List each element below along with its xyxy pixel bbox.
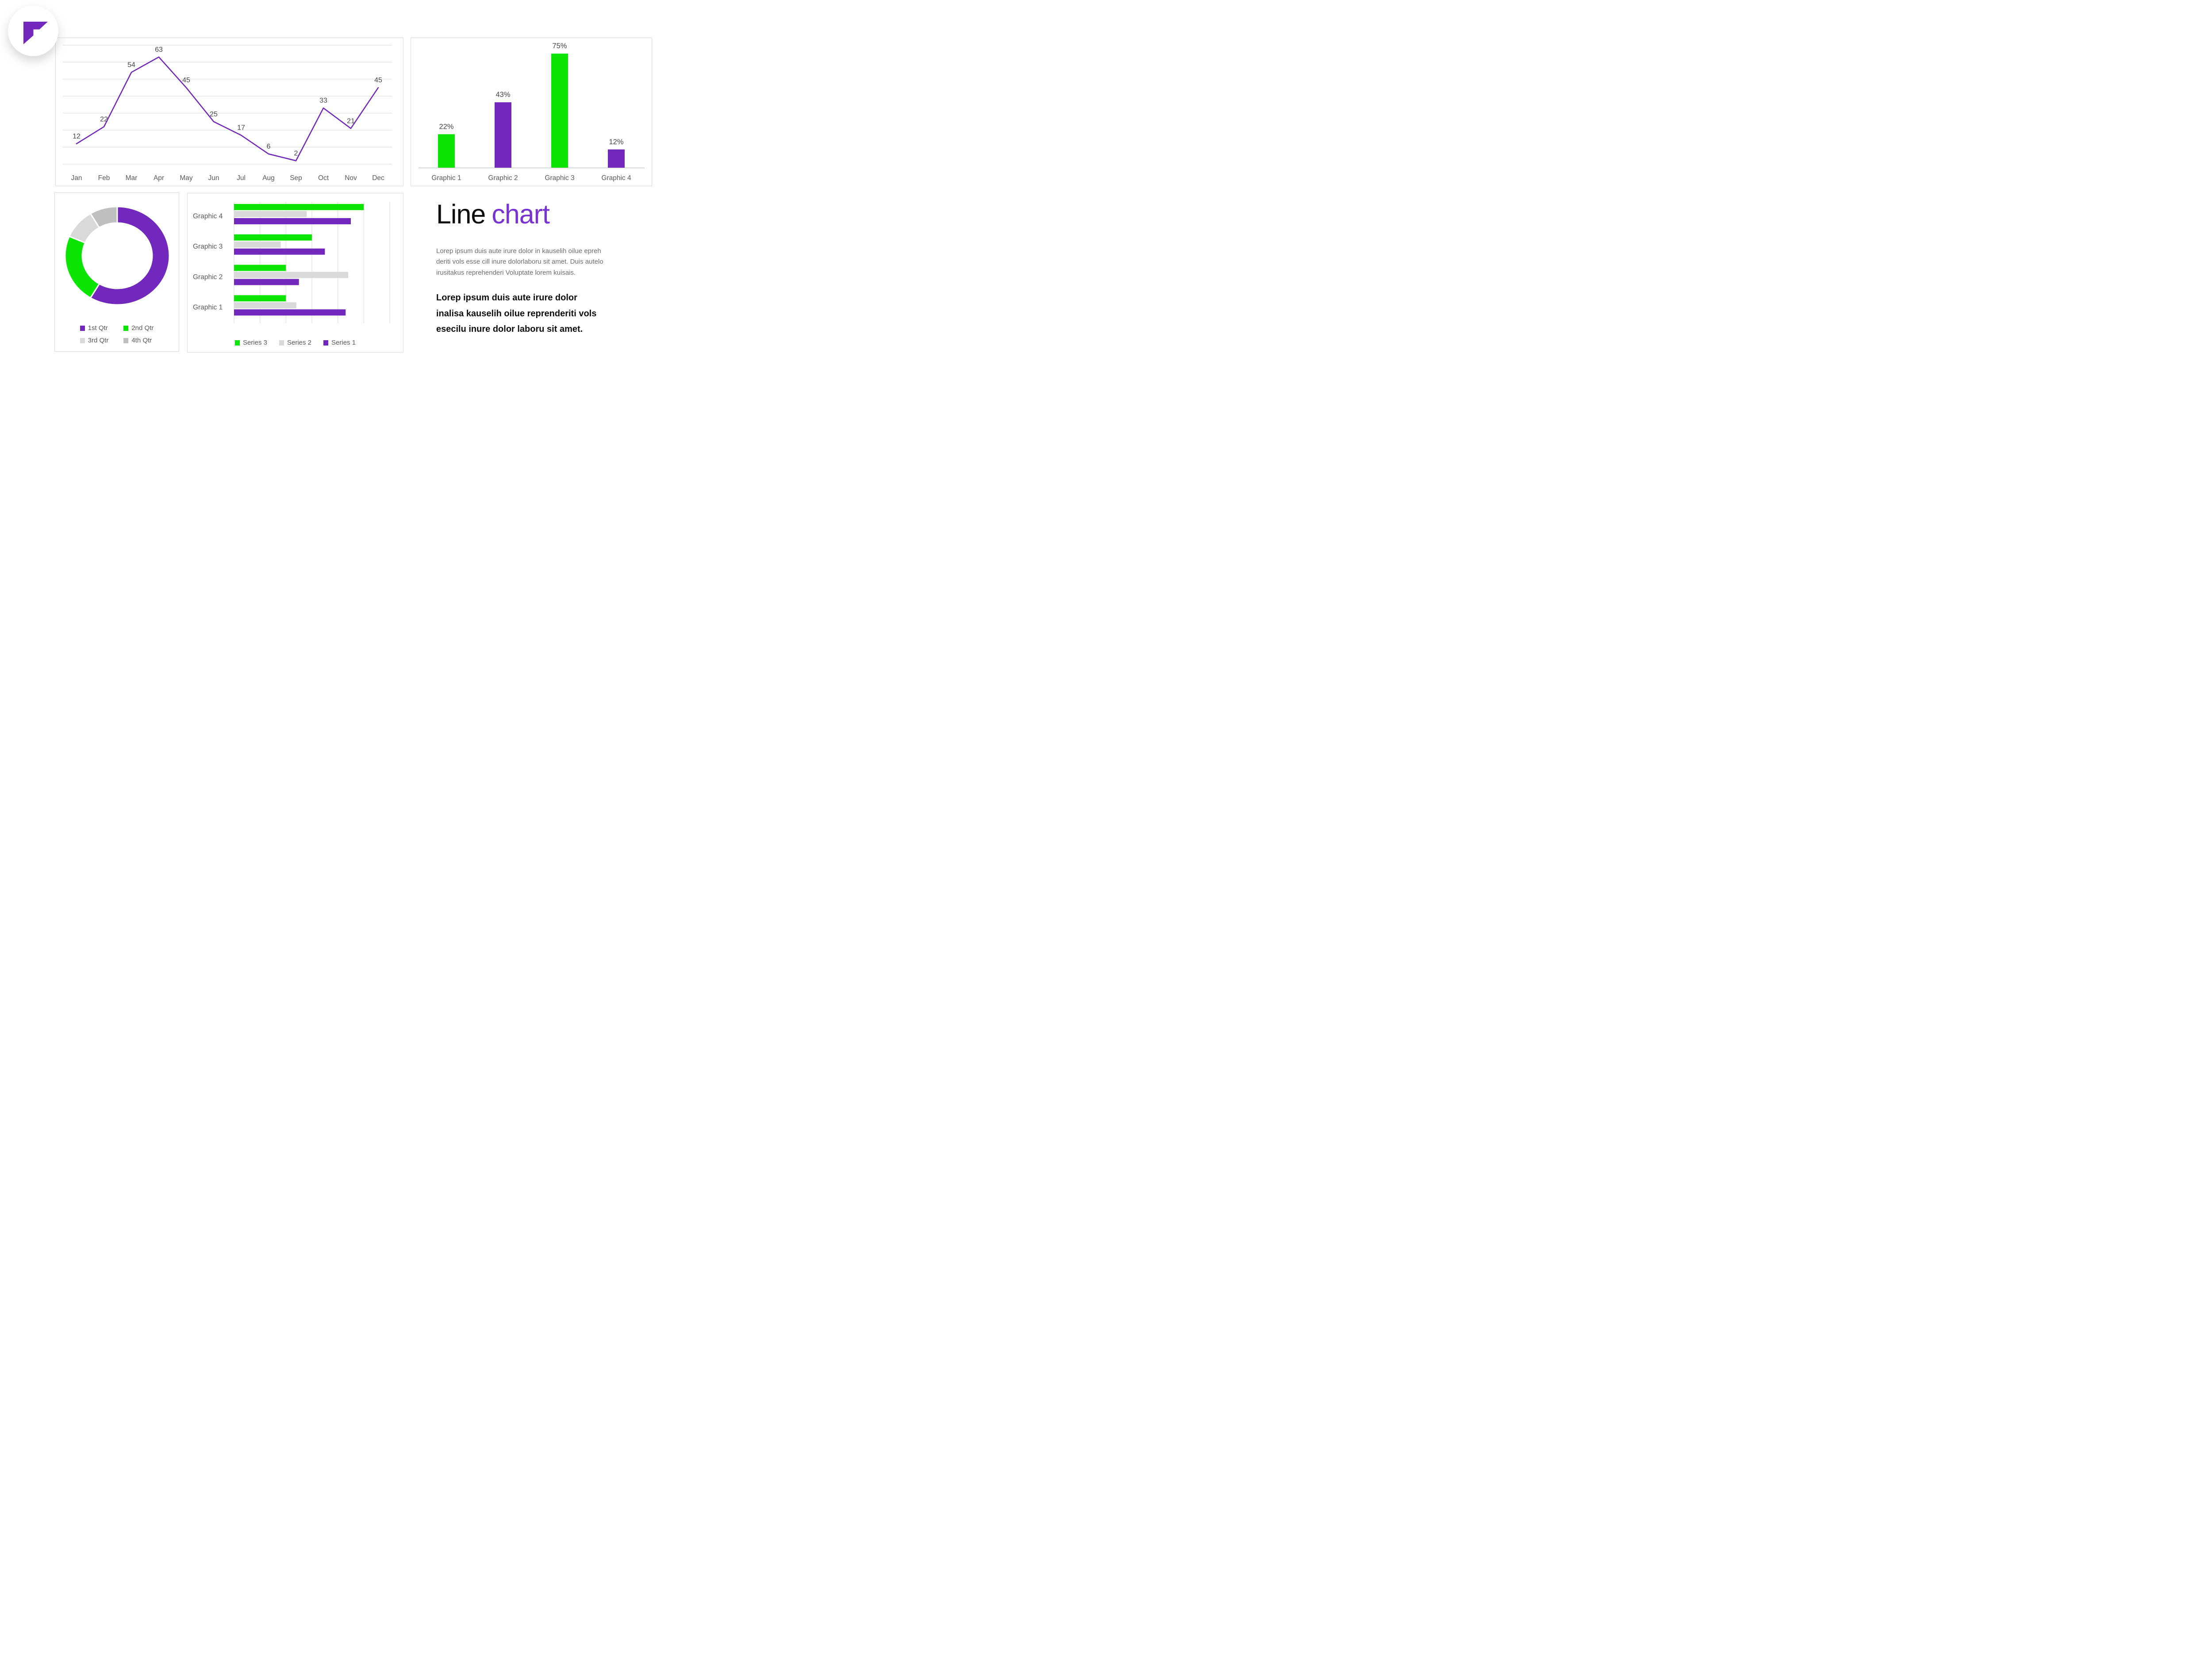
data-label: 22% xyxy=(439,123,453,131)
bar-series-3 xyxy=(234,234,312,241)
x-axis-label: May xyxy=(180,174,193,182)
bar-series-2 xyxy=(234,211,307,217)
bar xyxy=(608,149,625,168)
title-word-accent: chart xyxy=(492,199,550,229)
data-label: 43% xyxy=(495,91,510,99)
data-label: 45 xyxy=(182,77,190,84)
legend-label: 4th Qtr xyxy=(131,337,152,344)
x-axis-label: Mar xyxy=(126,174,138,182)
logo-mark xyxy=(23,22,48,44)
legend-item: Series 2 xyxy=(279,339,311,346)
legend-item: 4th Qtr xyxy=(123,337,154,344)
y-axis-label: Graphic 4 xyxy=(193,212,223,220)
line-chart-card: 12 Jan 22 Feb 54 Mar 63 Apr 45 May 25 Jun 17 Jul 6 Aug 2… xyxy=(55,38,403,186)
x-axis-label: Jul xyxy=(237,174,246,182)
x-axis-label: Graphic 2 xyxy=(488,174,518,182)
data-label: 17 xyxy=(237,124,245,132)
logo-badge xyxy=(8,6,58,56)
data-label: 54 xyxy=(127,61,135,69)
legend-swatch-icon xyxy=(123,325,129,331)
donut-chart xyxy=(64,206,170,306)
legend-item: Series 1 xyxy=(323,339,356,346)
legend-swatch-icon xyxy=(123,338,129,343)
bar-series-2 xyxy=(234,272,349,278)
body-paragraph-gray: Lorep ipsum duis aute irure dolor in kau… xyxy=(436,247,603,276)
hbar-chart-card: Graphic 4 Graphic 3 Graphic 2 Graphic 1 Ser… xyxy=(187,193,403,353)
donut-slice-4 xyxy=(89,206,118,228)
data-label: 12% xyxy=(609,138,623,146)
bar-series-1 xyxy=(234,218,351,224)
data-label: 45 xyxy=(374,77,382,84)
x-axis-label: Oct xyxy=(318,174,329,182)
donut-legend: 1st Qtr 2nd Qtr 3rd Qtr 4th Qtr xyxy=(55,324,179,344)
legend-label: 2nd Qtr xyxy=(131,324,154,332)
bar-series-1 xyxy=(234,279,299,285)
legend-label: 3rd Qtr xyxy=(88,337,109,344)
line-series xyxy=(76,56,379,161)
bar xyxy=(551,54,568,168)
column-chart-card: 22% Graphic 1 43% Graphic 2 75% Graphic 3 12% G… xyxy=(411,38,652,186)
column-chart: 22% Graphic 1 43% Graphic 2 75% Graphic 3 12% G… xyxy=(419,42,645,182)
legend-label: Series 1 xyxy=(331,339,356,346)
legend-swatch-icon xyxy=(234,340,240,346)
data-label: 75% xyxy=(552,42,567,50)
donut-slice-1 xyxy=(89,206,170,306)
x-axis-label: Graphic 3 xyxy=(545,174,574,182)
body-paragraph-bold: Lorep ipsum duis aute irure dolor inalis… xyxy=(436,292,597,334)
bar xyxy=(438,134,455,168)
flag-logo-icon xyxy=(23,22,48,44)
legend-label: Series 3 xyxy=(242,339,267,346)
legend-swatch-icon xyxy=(279,340,284,346)
data-label: 12 xyxy=(73,133,81,140)
dashboard-slide: 12 Jan 22 Feb 54 Mar 63 Apr 45 May 25 Jun 17 Jul 6 Aug 2… xyxy=(0,0,684,385)
donut-slice-2 xyxy=(64,235,100,299)
legend-item: 2nd Qtr xyxy=(123,324,154,332)
x-axis-label: Graphic 4 xyxy=(601,174,631,182)
bar-series-1 xyxy=(234,248,325,255)
data-label: 6 xyxy=(267,143,271,150)
x-axis-label: Graphic 1 xyxy=(431,174,461,182)
legend-item: Series 3 xyxy=(234,339,267,346)
x-axis-label: Sep xyxy=(290,174,302,182)
legend-label: 1st Qtr xyxy=(88,324,108,332)
legend-swatch-icon xyxy=(80,325,85,331)
x-axis-label: Dec xyxy=(372,174,384,182)
x-axis-label: Nov xyxy=(345,174,357,182)
text-panel: Line chart Lorep ipsum duis aute irure do… xyxy=(436,200,618,338)
bar-series-3 xyxy=(234,295,286,302)
x-axis-label: Jun xyxy=(208,174,219,182)
legend-swatch-icon xyxy=(323,340,329,346)
line-chart: 12 Jan 22 Feb 54 Mar 63 Apr 45 May 25 Jun 17 Jul 6 Aug 2… xyxy=(63,45,392,182)
y-axis-label: Graphic 3 xyxy=(193,243,223,250)
data-label: 2 xyxy=(294,150,298,157)
title-word-black: Line xyxy=(436,199,486,229)
x-axis-label: Aug xyxy=(262,174,275,182)
hbar-legend: Series 3 Series 2 Series 1 xyxy=(188,339,403,346)
legend-item: 1st Qtr xyxy=(80,324,109,332)
bar-series-3 xyxy=(234,204,364,210)
page-title: Line chart xyxy=(436,200,618,228)
bar-series-1 xyxy=(234,309,346,316)
donut-chart-card: 1st Qtr 2nd Qtr 3rd Qtr 4th Qtr xyxy=(54,192,179,352)
data-label: 33 xyxy=(319,97,327,104)
bar-series-3 xyxy=(234,265,286,271)
bar xyxy=(495,102,511,168)
data-label: 22 xyxy=(100,115,108,123)
bar-series-2 xyxy=(234,302,296,309)
legend-item: 3rd Qtr xyxy=(80,337,109,344)
bar-series-2 xyxy=(234,241,281,248)
y-axis-label: Graphic 1 xyxy=(193,304,223,311)
y-axis-label: Graphic 2 xyxy=(193,273,223,281)
data-label: 21 xyxy=(347,117,355,125)
x-axis-label: Feb xyxy=(98,174,110,182)
data-label: 25 xyxy=(210,111,218,118)
legend-swatch-icon xyxy=(80,338,85,343)
legend-label: Series 2 xyxy=(287,339,312,346)
hbar-chart: Graphic 4 Graphic 3 Graphic 2 Graphic 1 xyxy=(193,202,390,323)
x-axis-label: Jan xyxy=(71,174,82,182)
data-label: 63 xyxy=(155,46,163,54)
x-axis-label: Apr xyxy=(154,174,164,182)
